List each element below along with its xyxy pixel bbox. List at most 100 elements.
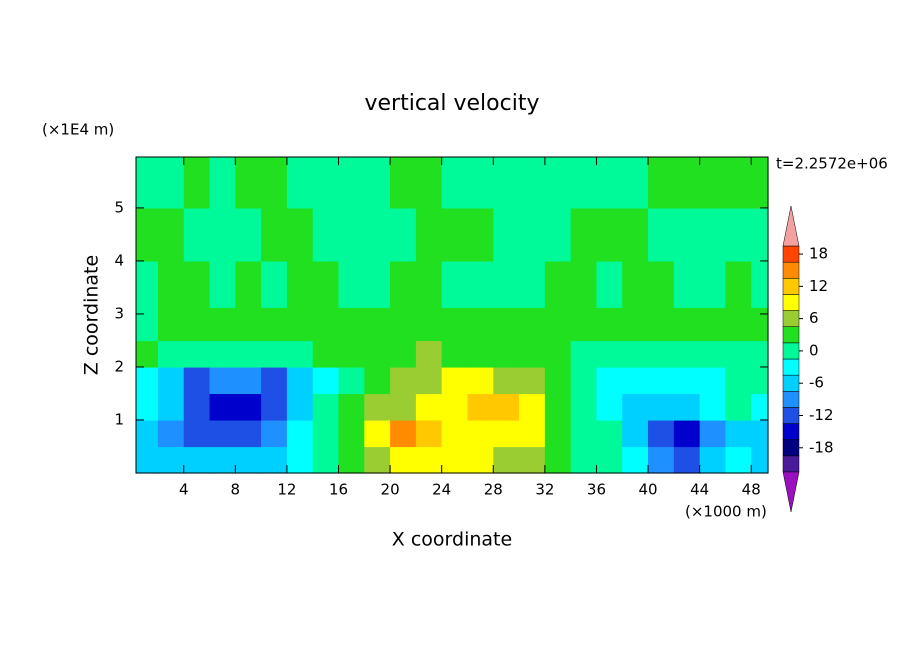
contour-cell [136, 393, 159, 421]
contour-cell [673, 157, 701, 209]
contour-cell [286, 207, 314, 262]
contour-cell [751, 157, 769, 209]
contour-cell [364, 157, 391, 209]
contour-cell [338, 446, 365, 474]
contour-cell [235, 419, 262, 448]
colorbar-tick-label: 12 [809, 277, 828, 295]
x-tick-label: 12 [277, 481, 296, 499]
contour-cell [751, 446, 769, 474]
contour-cell [751, 307, 769, 342]
contour-cell [261, 419, 288, 448]
contour-cell [596, 207, 623, 262]
contour-cell [136, 366, 159, 395]
contour-cell [235, 207, 262, 262]
colorbar-band [782, 423, 800, 440]
contour-cell [622, 340, 649, 368]
contour-cell [338, 419, 365, 448]
contour-cell [699, 393, 727, 421]
y-tick-label: 4 [114, 251, 124, 269]
contour-cell [725, 446, 752, 474]
contour-cell [390, 393, 417, 421]
contour-cell [544, 307, 572, 342]
x-tick-label: 8 [231, 481, 241, 499]
contour-cell [467, 393, 494, 421]
contour-cell [467, 446, 494, 474]
contour-cell [136, 157, 159, 209]
x-tick-label: 36 [587, 481, 606, 499]
contour-cell [136, 446, 159, 474]
colorbar-band [782, 342, 800, 360]
contour-cell [209, 307, 236, 342]
contour-cell [544, 260, 572, 308]
contour-cell [699, 419, 727, 448]
contour-cell [725, 157, 752, 209]
contour-cell [209, 207, 236, 262]
contour-cell [441, 340, 469, 368]
contour-cell [622, 419, 649, 448]
contour-cell [235, 366, 262, 395]
contour-cell [570, 366, 598, 395]
contour-cell [183, 446, 211, 474]
contour-cell [493, 307, 520, 342]
contour-cell [570, 157, 598, 209]
contour-cell [519, 366, 546, 395]
contour-cell [648, 366, 675, 395]
contour-cell [544, 157, 572, 209]
contour-cell [596, 393, 623, 421]
contour-cell [673, 207, 701, 262]
colorbar-band [782, 391, 800, 408]
contour-cell [312, 393, 340, 421]
contour-cell [136, 340, 159, 368]
contour-cell [157, 393, 185, 421]
contour-cell [157, 307, 185, 342]
x-unit: (×1000 m) [685, 503, 767, 521]
contour-cell [467, 157, 494, 209]
contour-cell [519, 446, 546, 474]
colorbar-tick-label: 6 [809, 309, 819, 327]
contour-cell [648, 207, 675, 262]
contour-cell [390, 207, 417, 262]
contour-cell [390, 419, 417, 448]
contour-cell [519, 307, 546, 342]
x-axis-title: X coordinate [392, 529, 512, 551]
contour-cell [570, 446, 598, 474]
x-tick-label: 32 [535, 481, 554, 499]
colorbar-tick-label: -18 [809, 438, 834, 456]
contour-cell [673, 260, 701, 308]
contour-cell [596, 446, 623, 474]
contour-cell [286, 157, 314, 209]
contour-cell [699, 260, 727, 308]
y-tick-label: 3 [114, 304, 124, 322]
contour-cell [415, 393, 443, 421]
contour-cell [648, 446, 675, 474]
contour-cell [493, 446, 520, 474]
contour-cell [441, 366, 469, 395]
contour-cell [390, 340, 417, 368]
chart-title: vertical velocity [364, 91, 539, 116]
contour-cell [493, 366, 520, 395]
contour-cell [312, 307, 340, 342]
contour-cell [364, 340, 391, 368]
x-tick-label: 48 [742, 481, 761, 499]
contour-cell [673, 419, 701, 448]
contour-cell [493, 260, 520, 308]
contour-cell [751, 260, 769, 308]
contour-cell [570, 419, 598, 448]
contour-cell [261, 207, 288, 262]
x-tick-label: 24 [432, 481, 451, 499]
contour-cell [699, 366, 727, 395]
contour-cell [725, 207, 752, 262]
contour-cell [544, 366, 572, 395]
colorbar: -18 -12 -6 0 6 12 18 [782, 205, 834, 513]
contour-cell [209, 157, 236, 209]
contour-cell [699, 307, 727, 342]
colorbar-tick-label: -12 [809, 406, 834, 424]
contour-cell [725, 307, 752, 342]
colorbar-band [782, 358, 800, 376]
contour-cell [415, 307, 443, 342]
contour-cell [286, 419, 314, 448]
contour-cell [519, 419, 546, 448]
contour-cell [312, 207, 340, 262]
